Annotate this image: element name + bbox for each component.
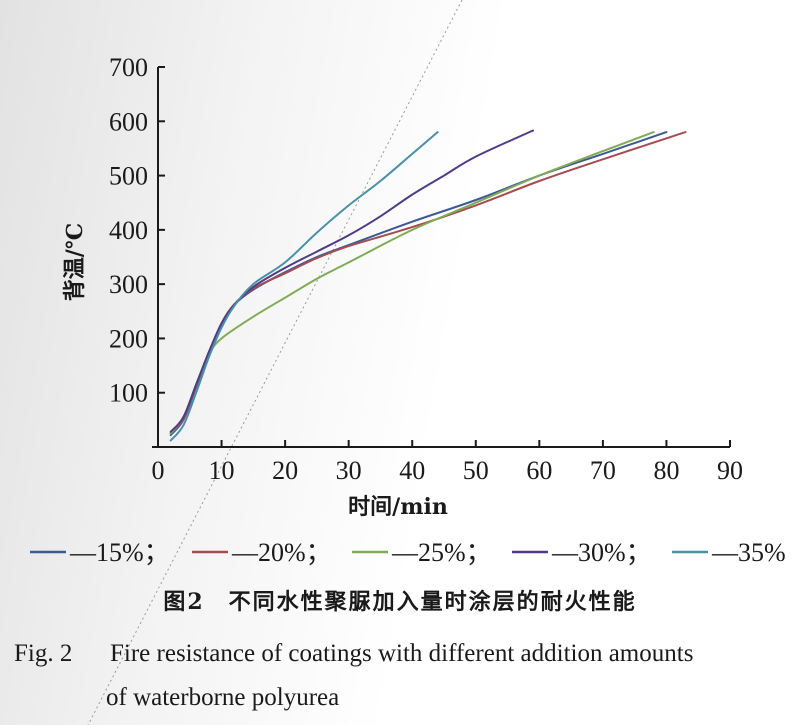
x-tick-label-30: 30 [336, 456, 362, 485]
x-axis-title: 时间/min [348, 494, 448, 520]
series-line-35pct [169, 131, 439, 442]
series-line-15pct [169, 131, 668, 437]
y-tick-label-500: 500 [109, 162, 148, 191]
x-tick-label-20: 20 [272, 456, 298, 485]
y-tick-label-300: 300 [109, 270, 148, 299]
x-tick-label-0: 0 [152, 456, 165, 485]
y-tick-label-400: 400 [109, 216, 148, 245]
x-tick-label-70: 70 [590, 456, 616, 485]
x-tick-label-80: 80 [653, 456, 679, 485]
x-tick-label-50: 50 [463, 456, 489, 485]
x-tick-label-10: 10 [209, 456, 235, 485]
legend-label-35pct: —35% [711, 538, 786, 567]
y-tick-label-600: 600 [109, 107, 148, 136]
x-tick-label-60: 60 [526, 456, 552, 485]
y-tick-label-100: 100 [109, 379, 148, 408]
figure-caption-en-line1: Fire resistance of coatings with differe… [110, 640, 694, 667]
series-lines [169, 129, 687, 442]
figure-caption-en: Fig. 2 Fire resistance of coatings with d… [14, 632, 794, 720]
x-tick-label-90: 90 [717, 456, 743, 485]
y-axis-title: 背温/℃ [62, 223, 88, 301]
figure-caption-cn: 图2 不同水性聚脲加入量时涂层的耐火性能 [163, 589, 637, 615]
figure-caption-en-line2: of waterborne polyurea [106, 684, 340, 711]
tick-labels: 0 10 20 30 40 50 60 70 80 90 100 200 300 400 500 600 700 [109, 53, 743, 485]
y-tick-label-700: 700 [109, 53, 148, 82]
legend-label-15pct: —15%； [69, 538, 170, 567]
x-tick-label-40: 40 [399, 456, 425, 485]
ticks [157, 66, 731, 447]
series-line-20pct [169, 131, 687, 435]
y-tick-label-200: 200 [109, 324, 148, 353]
legend: —15%； —20%； —25%； —30%； —35% [30, 538, 786, 567]
figure-label-en: Fig. 2 [14, 640, 73, 667]
diagonal-guide-line [87, 0, 463, 725]
legend-label-20pct: —20%； [231, 538, 332, 567]
series-line-30pct [169, 129, 534, 433]
legend-label-30pct: —30%； [551, 538, 652, 567]
axes [152, 67, 730, 448]
series-line-25pct [169, 131, 655, 435]
legend-label-25pct: —25%； [391, 538, 492, 567]
